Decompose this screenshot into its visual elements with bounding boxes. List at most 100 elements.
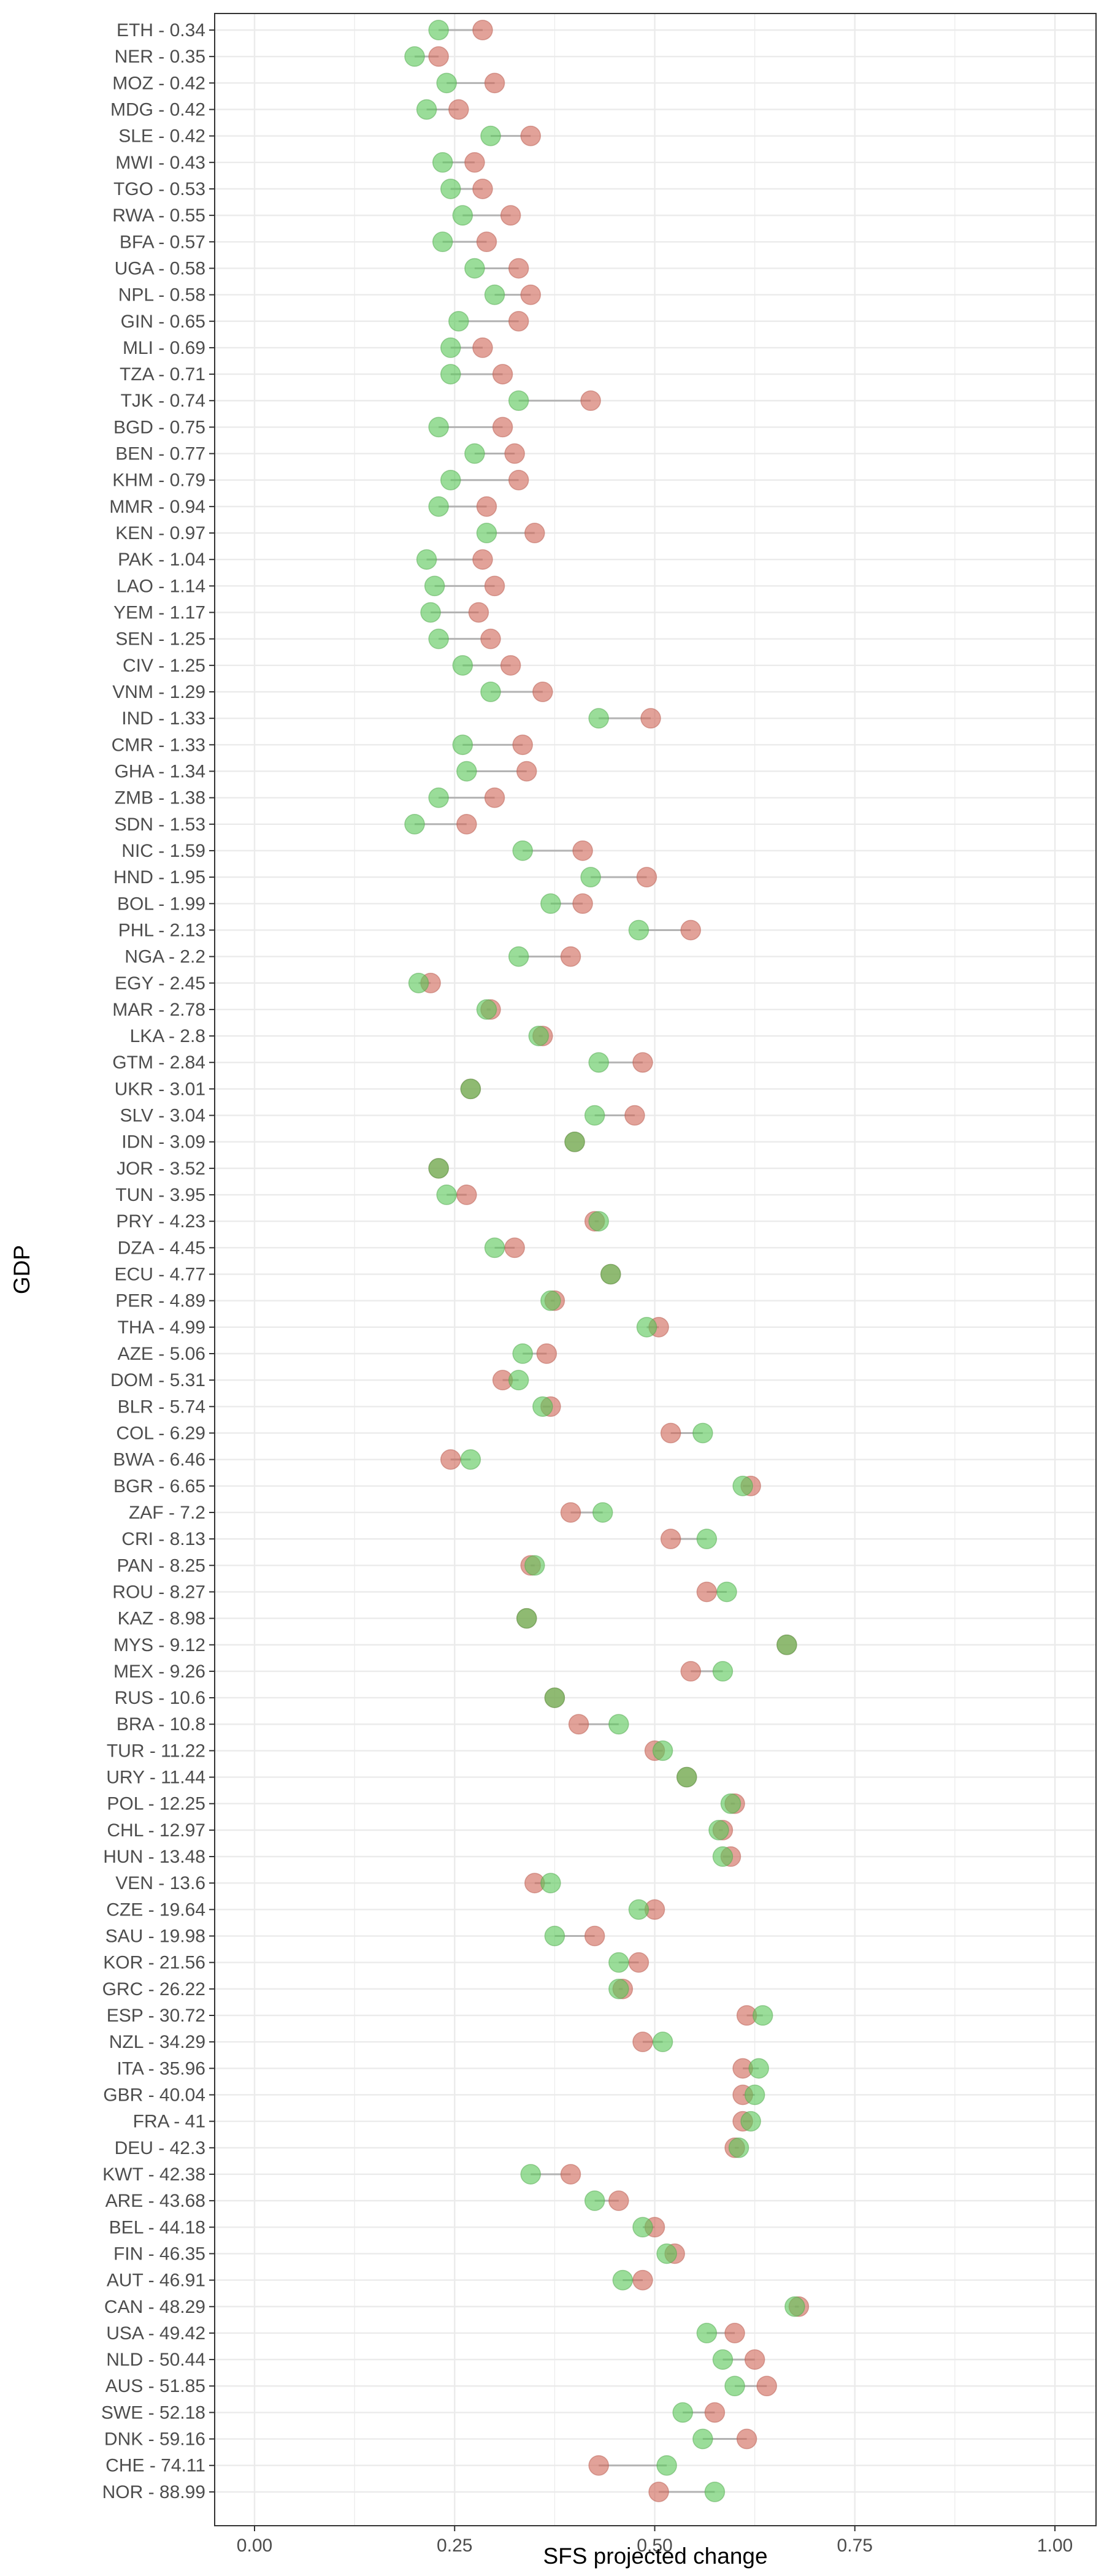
- red-point: [680, 1661, 701, 1682]
- green-point: [600, 1263, 621, 1285]
- green-point: [432, 231, 453, 253]
- green-point: [484, 1237, 505, 1259]
- green-point: [420, 602, 441, 623]
- y-tick-label: NPL - 0.58: [118, 285, 205, 305]
- green-point: [712, 1846, 734, 1867]
- red-point: [456, 1184, 477, 1205]
- y-tick-label: SLE - 0.42: [118, 126, 205, 147]
- green-point: [464, 443, 485, 464]
- y-tick-label: UKR - 3.01: [115, 1079, 205, 1099]
- y-tick-label: CAN - 48.29: [104, 2297, 205, 2317]
- red-point: [640, 708, 661, 729]
- green-point: [636, 1317, 657, 1338]
- green-point: [432, 152, 453, 173]
- green-point: [520, 2164, 541, 2185]
- y-tick-label: IDN - 3.09: [121, 1132, 205, 1152]
- y-tick-label: UGA - 0.58: [115, 258, 205, 278]
- red-point: [456, 814, 477, 835]
- green-point: [776, 1635, 797, 1655]
- y-tick-label: BLR - 5.74: [118, 1397, 205, 1417]
- red-point: [584, 1925, 605, 1947]
- green-point: [588, 1211, 609, 1232]
- y-tick-label: BRA - 10.8: [117, 1714, 205, 1735]
- y-tick-label: NIC - 1.59: [121, 841, 205, 861]
- y-tick-label: ESP - 30.72: [107, 2006, 205, 2026]
- green-point: [428, 1158, 449, 1179]
- red-point: [468, 602, 489, 623]
- green-point: [476, 999, 497, 1020]
- y-tick-label: FRA - 41: [133, 2112, 205, 2132]
- red-point: [572, 840, 593, 861]
- y-tick-label: MYS - 9.12: [113, 1635, 205, 1655]
- green-point: [712, 2349, 734, 2370]
- green-point: [452, 655, 473, 676]
- red-point: [504, 443, 525, 464]
- green-point: [540, 893, 561, 914]
- green-point: [540, 1873, 561, 1893]
- green-point: [508, 390, 529, 411]
- y-tick-label: TGO - 0.53: [113, 179, 205, 199]
- green-point: [416, 99, 437, 120]
- green-point: [528, 1025, 550, 1046]
- red-point: [704, 2402, 726, 2423]
- y-tick-label: DEU - 42.3: [115, 2138, 205, 2158]
- y-tick-label: CZE - 19.64: [106, 1899, 205, 1920]
- green-point: [516, 1608, 537, 1629]
- y-tick-label: NOR - 88.99: [102, 2482, 205, 2502]
- green-point: [592, 1502, 613, 1523]
- red-point: [632, 1052, 653, 1073]
- y-tick-label: TUN - 3.95: [115, 1185, 205, 1205]
- y-tick-label: HND - 1.95: [113, 867, 205, 887]
- red-point: [472, 178, 493, 199]
- red-point: [588, 2455, 609, 2476]
- y-tick-label: GRC - 26.22: [102, 1979, 205, 1999]
- red-point: [632, 2031, 653, 2052]
- green-point: [708, 1820, 729, 1841]
- x-tick-label: 0.00: [237, 2536, 272, 2556]
- red-point: [520, 284, 541, 305]
- red-point: [524, 523, 545, 543]
- green-point: [608, 1979, 629, 1999]
- y-tick-label: SAU - 19.98: [105, 1926, 205, 1947]
- green-point: [508, 1370, 529, 1390]
- x-tick-label: 1.00: [1037, 2536, 1073, 2556]
- y-tick-label: GHA - 1.34: [115, 761, 205, 781]
- y-tick-label: ROU - 8.27: [112, 1582, 205, 1602]
- green-point: [544, 1925, 565, 1947]
- green-point: [428, 628, 449, 650]
- red-point: [532, 681, 553, 702]
- y-tick-label: NZL - 34.29: [109, 2032, 205, 2052]
- green-point: [608, 1952, 629, 1973]
- y-tick-label: ZMB - 1.38: [115, 788, 205, 808]
- y-tick-label: DNK - 59.16: [104, 2429, 205, 2450]
- y-tick-label: GBR - 40.04: [103, 2085, 205, 2105]
- y-tick-label: SDN - 1.53: [115, 815, 205, 835]
- green-point: [460, 1449, 481, 1470]
- y-tick-label: YEM - 1.17: [113, 603, 205, 623]
- y-tick-label: SEN - 1.25: [115, 629, 205, 650]
- x-tick-label: 0.25: [437, 2536, 472, 2556]
- y-tick-label: VNM - 1.29: [112, 682, 205, 702]
- green-point: [720, 1793, 742, 1814]
- red-point: [500, 655, 521, 676]
- green-point: [464, 258, 485, 279]
- y-axis: ETH - 0.34 NER - 0.35 MOZ - 0.42 MDG - 0.42…: [101, 20, 215, 2502]
- red-point: [636, 867, 657, 887]
- red-point: [476, 496, 497, 517]
- y-tick-label: CHL - 12.97: [107, 1820, 205, 1841]
- red-point: [484, 575, 505, 597]
- red-point: [508, 469, 529, 491]
- red-point: [440, 1449, 461, 1470]
- red-point: [724, 2323, 745, 2344]
- y-tick-label: LKA - 2.8: [130, 1026, 205, 1046]
- red-point: [512, 734, 533, 756]
- y-tick-label: PHL - 2.13: [118, 920, 205, 940]
- y-tick-label: GIN - 0.65: [121, 312, 205, 332]
- y-tick-label: AUT - 46.91: [107, 2271, 205, 2291]
- y-tick-label: BGR - 6.65: [113, 1476, 205, 1497]
- red-point: [492, 364, 513, 385]
- red-point: [480, 628, 501, 650]
- green-point: [652, 2031, 673, 2052]
- y-tick-label: ITA - 35.96: [117, 2058, 205, 2079]
- green-point: [540, 1290, 561, 1311]
